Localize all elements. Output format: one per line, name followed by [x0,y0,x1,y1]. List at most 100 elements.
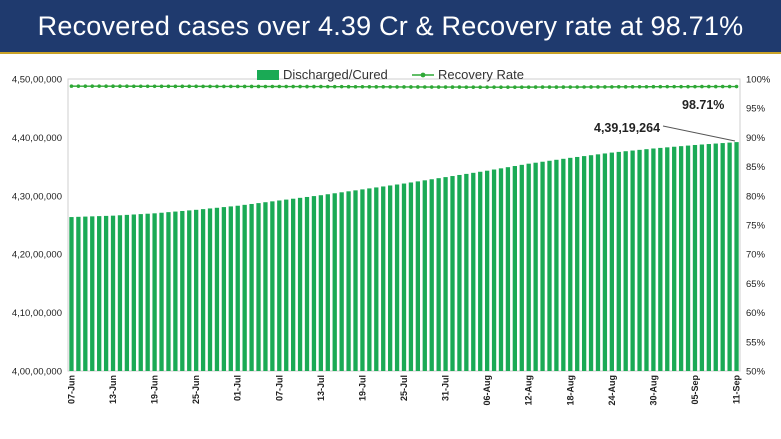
recovery-rate-point [235,84,240,89]
bar [200,209,206,371]
bar [561,158,566,371]
bar [145,213,150,371]
bar [498,168,504,371]
bar [699,144,705,371]
bar [381,186,386,371]
bar [256,203,261,371]
recovery-rate-point [339,84,344,89]
bar [325,194,330,371]
bar [575,156,580,371]
recovery-rate-point [422,85,427,89]
recovery-rate-point [575,85,579,89]
bar [720,143,725,371]
recovery-rate-point [166,84,171,89]
bar [270,201,275,371]
y2-tick-label: 80% [746,191,766,202]
bar [291,198,296,371]
y2-tick-label: 65% [746,279,766,290]
recovery-rate-point [284,84,289,89]
recovery-rate-point [568,85,573,89]
legend-label-recovery: Recovery Rate [438,67,524,82]
recovery-rate-point [346,84,351,89]
bar [297,197,303,371]
bar [187,210,192,371]
bar [713,143,718,371]
y-tick-label: 4,00,00,000 [12,367,62,378]
y2-tick-label: 70% [746,250,766,261]
recovery-rate-point [83,84,88,88]
recovery-rate-point [90,84,95,88]
recovery-rate-point [325,84,330,89]
bar [401,183,407,371]
recovery-rate-point [215,84,219,89]
bar [616,151,621,371]
recovery-rate-point [263,84,268,89]
recovery-rate-point [69,84,74,88]
y-axis-left: 4,00,00,000 4,10,00,000 4,20,00,000 4,30,00… [12,75,62,378]
recovery-rate-point [651,84,656,89]
recovery-rate-point [644,84,649,89]
recovery-rate-point [249,84,254,89]
y-tick-label: 4,40,00,000 [12,133,62,144]
recovery-rate-point [610,85,614,89]
recovery-rate-point [291,84,295,89]
recovery-rate-point [277,84,282,89]
bar [194,209,199,371]
recovery-rate-point [443,85,448,89]
y-tick-label: 4,50,00,000 [12,75,62,86]
y-tick-label: 4,20,00,000 [12,250,62,261]
bar [152,213,157,371]
bar [678,146,684,371]
bar [505,167,511,371]
bar [533,162,538,371]
bar [367,188,372,371]
recovery-rate-point [513,85,517,89]
bar [512,166,517,371]
bar [554,159,559,371]
bar [353,190,358,371]
bar [318,195,324,371]
x-tick-label: 05-Sep [690,374,700,404]
x-tick-label: 19-Jul [357,375,367,401]
bar [374,187,379,371]
recovery-rate-point [222,84,226,89]
x-tick-label: 19-Jun [150,375,160,404]
title-banner: Recovered cases over 4.39 Cr & Recovery … [0,0,781,54]
bar [665,147,670,371]
recovery-rate-point [152,84,157,89]
recovery-rate-point [457,85,462,89]
recovery-rate-point [416,85,420,89]
y-axis-right: 50% 55% 60% 65% 70% 75% 80% 85% 90% 95% 100% [746,75,771,378]
bar [97,216,102,371]
x-tick-label: 11-Sep [732,375,742,405]
recovery-rate-point [145,84,150,89]
x-tick-label: 13-Jun [108,375,118,404]
y2-tick-label: 75% [746,221,766,232]
x-tick-label: 25-Jul [399,375,409,401]
recovery-rate-point [104,84,108,88]
legend-swatch-recovery-marker [420,72,426,78]
bar [692,144,698,371]
bar [609,152,614,371]
recovery-rate-point [596,85,600,89]
bar [207,208,213,371]
bar [214,207,220,371]
recovery-rate-point [208,84,212,89]
y2-tick-label: 50% [746,367,766,378]
recovery-rate-point [395,85,399,89]
x-tick-label: 13-Jul [316,375,326,401]
bar [242,204,247,371]
recovery-rate-point [464,85,469,89]
recovery-rate-point [603,85,607,89]
recovery-rate-point [672,84,676,89]
recovery-rate-point [526,85,531,89]
recovery-rate-point [707,84,711,89]
recovery-rate-point [138,84,143,89]
legend-swatch-discharged [257,70,279,80]
recovery-rate-point [561,85,566,89]
bar [595,154,601,371]
bar [249,203,254,371]
bar [602,153,608,371]
recovery-rate-point [547,85,552,89]
bar [471,172,476,371]
